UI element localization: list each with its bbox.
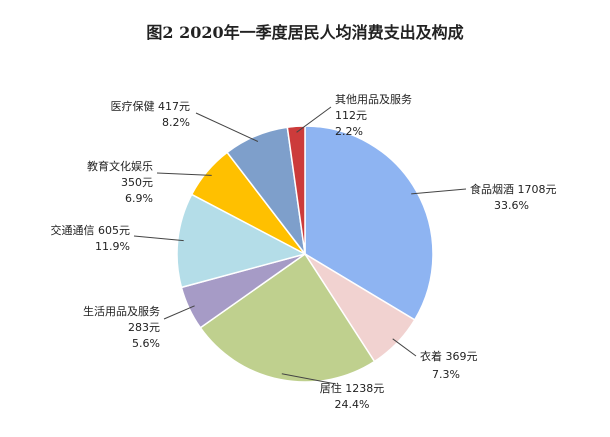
slice-percent-label: 7.3% xyxy=(432,368,460,381)
slice-label: 283元 xyxy=(128,321,160,334)
leader-line xyxy=(296,106,332,133)
chart-title: 图2 2020年一季度居民人均消费支出及构成 xyxy=(146,23,463,42)
leader-line xyxy=(195,112,259,142)
leader-line xyxy=(411,188,467,195)
leader-line xyxy=(281,373,337,385)
slice-label: 医疗保健 417元 xyxy=(111,99,191,113)
slice-label: 食品烟酒 1708元 xyxy=(470,182,557,196)
slice-percent-label: 33.6% xyxy=(494,199,529,212)
pie-slice xyxy=(199,252,376,383)
slice-label: 350元 xyxy=(121,176,153,189)
pie-slices xyxy=(176,125,434,383)
slice-label: 教育文化娱乐 xyxy=(87,159,153,173)
slice-percent-label: 11.9% xyxy=(95,240,130,253)
leader-line xyxy=(163,305,195,320)
pie-slice xyxy=(304,125,434,321)
slice-label: 居住 1238元 xyxy=(320,381,385,395)
leader-line xyxy=(156,172,212,176)
slice-label: 交通通信 605元 xyxy=(51,223,131,237)
slice-labels: 食品烟酒 1708元 33.6% 衣着 369元 7.3% 居住 1238元 24.4% 生… xyxy=(51,93,557,411)
slice-percent-label: 24.4% xyxy=(335,398,370,411)
slice-label: 其他用品及服务 xyxy=(335,93,412,106)
leader-lines xyxy=(133,106,467,385)
slice-percent-label: 2.2% xyxy=(335,125,363,138)
leader-line xyxy=(392,338,417,357)
slice-percent-label: 5.6% xyxy=(132,337,160,350)
slice-percent-label: 6.9% xyxy=(125,192,153,205)
slice-label: 112元 xyxy=(335,109,367,122)
slice-label: 衣着 369元 xyxy=(420,349,478,363)
slice-percent-label: 8.2% xyxy=(162,116,190,129)
leader-line xyxy=(133,235,184,242)
slice-label: 生活用品及服务 xyxy=(83,304,160,318)
